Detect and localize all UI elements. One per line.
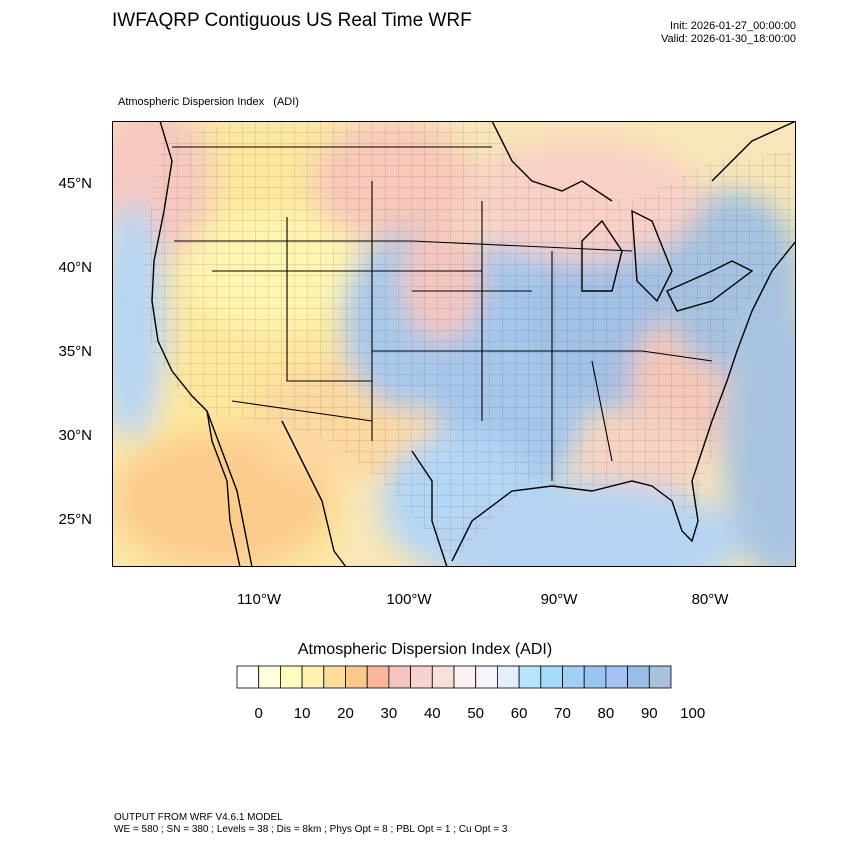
county-lines	[142, 121, 796, 561]
plot-title: IWFAQRP Contiguous US Real Time WRF	[112, 10, 472, 31]
colorbar-box	[518, 665, 542, 689]
colorbar-box	[280, 665, 303, 689]
colorbar-tick-label: 60	[510, 705, 528, 722]
colorbar-tick-label: 70	[554, 705, 571, 722]
colorbar-tick-label: 40	[423, 705, 441, 722]
colorbar-box	[236, 665, 260, 689]
colorbar-box	[301, 665, 325, 689]
coastlines	[151, 121, 796, 567]
colorbar-box	[583, 665, 607, 689]
lat-label-45: 45°N	[58, 175, 92, 192]
valid-time: Valid: 2026-01-30_18:00:00	[661, 33, 796, 45]
init-time: Init: 2026-01-27_00:00:00	[670, 20, 796, 32]
colorbar-tick-label: 30	[380, 705, 398, 722]
colorbar-tick-label: 0	[254, 705, 263, 722]
colorbar-tick-label: 100	[680, 705, 706, 722]
colorbar-box	[605, 665, 628, 689]
colorbar-box	[431, 665, 455, 689]
colorbar-box	[258, 665, 281, 689]
lon-label-90: 90°W	[540, 591, 578, 608]
colorbar-box	[453, 665, 477, 689]
lat-label-25: 25°N	[58, 511, 92, 528]
colorbar-tick-label: 20	[337, 705, 354, 722]
footer-config: WE = 580 ; SN = 380 ; Levels = 38 ; Dis …	[114, 824, 508, 835]
colorbar-tick-label: 50	[467, 705, 485, 722]
colorbar	[236, 665, 672, 689]
colorbar-box	[496, 665, 520, 689]
lat-label-40: 40°N	[58, 259, 92, 276]
lon-label-80: 80°W	[691, 591, 729, 608]
colorbar-box	[627, 665, 650, 689]
lon-label-100: 100°W	[386, 591, 432, 608]
colorbar-box	[366, 665, 390, 689]
colorbar-tick-label: 90	[640, 705, 658, 722]
colorbar-tick-label: 80	[597, 705, 615, 722]
lat-label-30: 30°N	[58, 427, 92, 444]
variable-label: Atmospheric Dispersion Index (ADI)	[118, 96, 299, 108]
colorbar-box	[540, 665, 563, 689]
lat-label-35: 35°N	[58, 343, 92, 360]
colorbar-box	[345, 665, 368, 689]
colorbar-box	[410, 665, 433, 689]
adi-map	[112, 121, 796, 567]
colorbar-box	[648, 665, 672, 689]
colorbar-box	[388, 665, 411, 689]
colorbar-title: Atmospheric Dispersion Index (ADI)	[297, 641, 553, 658]
state-borders	[172, 146, 713, 481]
colorbar-box	[475, 665, 498, 689]
colorbar-box	[562, 665, 585, 689]
footer-model: OUTPUT FROM WRF V4.6.1 MODEL	[114, 812, 283, 823]
colorbar-tick-label: 10	[293, 705, 311, 722]
lon-label-110: 110°W	[236, 591, 282, 608]
colorbar-box	[323, 665, 346, 689]
